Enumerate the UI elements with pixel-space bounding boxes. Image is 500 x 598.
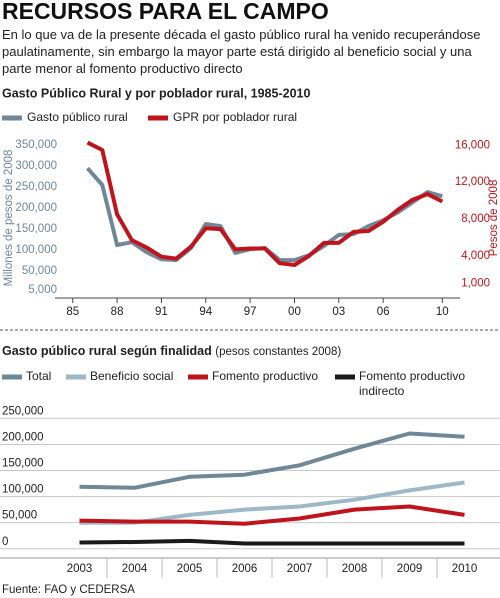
x-tick-label: 10 (436, 306, 449, 318)
x-tick-label: 2008 (342, 563, 368, 575)
legend-box: Fomento productivo indirecto (359, 369, 466, 398)
y2-tick-label: 8,000 (461, 213, 490, 225)
y-tick-label: 200,000 (2, 432, 44, 444)
y2-tick-label: 16,000 (455, 139, 490, 151)
series-line (86, 140, 444, 267)
y-tick-label: 5,000 (28, 284, 57, 296)
x-tick-label: 2007 (287, 563, 313, 575)
x-tick-label: 85 (66, 306, 79, 318)
legend-label: Gasto público rural (27, 110, 128, 124)
intro-box: En lo que va de la presente década el ga… (2, 27, 481, 76)
x-tick-label: 2010 (452, 563, 478, 575)
y-tick-label: 250,000 (15, 181, 57, 193)
x-tick-label: 97 (244, 306, 257, 318)
x-tick-label: 2003 (67, 563, 93, 575)
legend-label: Total (26, 369, 52, 383)
legend-label: GPR por poblador rural (173, 110, 297, 124)
series-line (79, 431, 465, 490)
x-tick-label: 94 (199, 306, 212, 318)
y-axis-label: Millones de pesos de 2008 (3, 150, 15, 287)
chart2-title: Gasto público rural según finalidad (pes… (2, 344, 341, 358)
y2-tick-label: 4,000 (461, 250, 490, 262)
y-tick-label: 100,000 (15, 244, 57, 256)
x-tick-label: 2004 (122, 563, 148, 575)
y2-axis-label: Pesos de 2008 (488, 180, 500, 257)
x-tick-label: 00 (288, 306, 301, 318)
x-tick-label: 91 (155, 306, 168, 318)
legend-label: Fomento productivo (212, 369, 319, 383)
y-tick-label: 250,000 (2, 405, 44, 417)
y-tick-label: 50,000 (22, 265, 57, 277)
legend-box: Fomento productivo (212, 369, 319, 383)
legend-label: Fomento productivo indirecto (359, 369, 466, 398)
y-tick-label: 300,000 (15, 160, 57, 172)
y-tick-label: 100,000 (2, 484, 44, 496)
y-tick-label: 50,000 (2, 510, 37, 522)
x-tick-label: 2005 (177, 563, 203, 575)
x-tick-label: 2006 (232, 563, 258, 575)
legend-box: Total (26, 369, 52, 383)
chart1-title: Gasto Público Rural y por poblador rural… (2, 86, 310, 100)
y2-tick-label: 12,000 (455, 176, 490, 188)
y-tick-label: 150,000 (2, 458, 44, 470)
legend-box: Beneficio social (90, 369, 174, 383)
series-line (79, 504, 465, 526)
y-tick-label: 150,000 (15, 223, 57, 235)
y2-tick-label: 1,000 (461, 277, 490, 289)
source: Fuente: FAO y CEDERSA (2, 584, 135, 596)
intro-text: En lo que va de la presente década el ga… (2, 27, 481, 76)
y-tick-label: 0 (2, 536, 8, 548)
page-title: RECURSOS PARA EL CAMPO (2, 0, 329, 24)
x-tick-label: 2009 (397, 563, 423, 575)
x-tick-label: 03 (332, 306, 345, 318)
legend-label: Beneficio social (90, 369, 174, 383)
y-tick-label: 200,000 (15, 202, 57, 214)
x-tick-label: 88 (111, 306, 124, 318)
series-line (79, 538, 465, 546)
y-tick-label: 350,000 (15, 139, 57, 151)
x-tick-label: 06 (377, 306, 390, 318)
chart2-subtitle: (pesos constantes 2008) (215, 346, 341, 358)
chart2-title-main: Gasto público rural según finalidad (2, 344, 212, 358)
